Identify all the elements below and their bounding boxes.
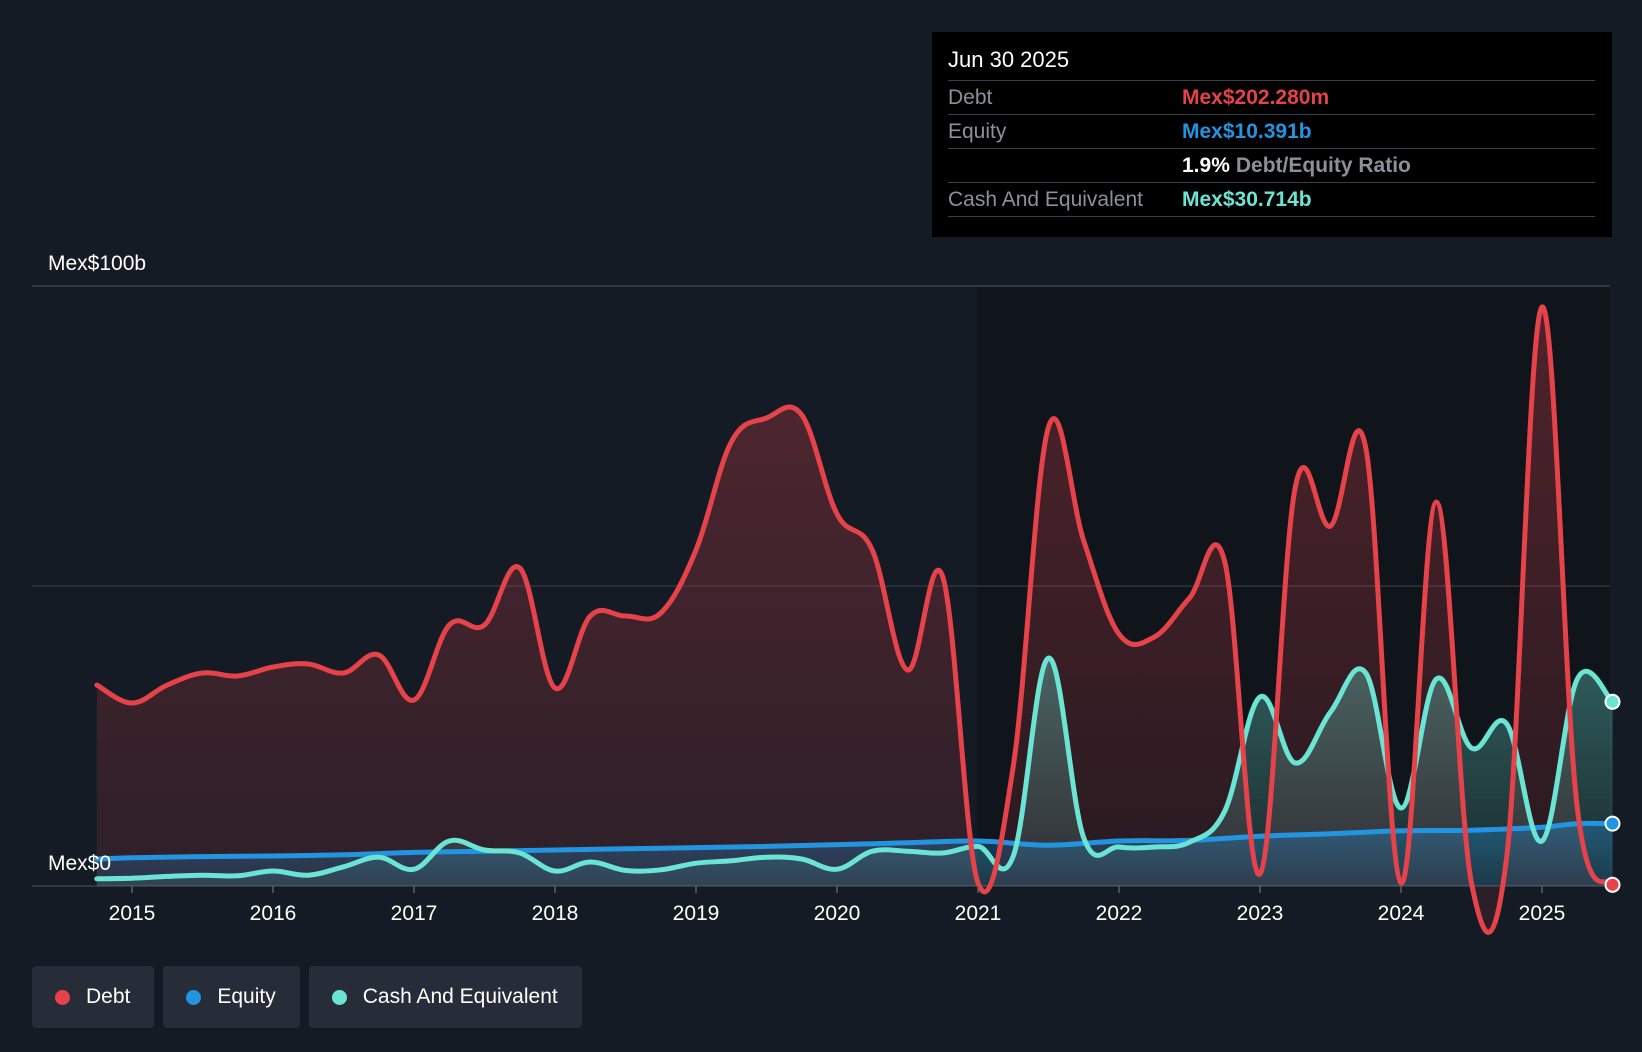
legend-dot-equity [186, 989, 202, 1005]
tooltip-debt-value: Mex$202.280m [1182, 86, 1330, 109]
x-tick-label: 2024 [1378, 902, 1425, 925]
tooltip-debt-label: Debt [948, 86, 993, 109]
legend-label-cash: Cash And Equivalent [362, 985, 558, 1008]
y-axis-top-label: Mex$100b [48, 252, 146, 275]
cash-line [94, 655, 1615, 882]
equity-line [94, 820, 1615, 862]
y-axis-bottom-label: Mex$0 [48, 852, 111, 875]
x-tick-label: 2019 [673, 902, 720, 925]
chart-legend: Debt Equity Cash And Equivalent [32, 966, 591, 1028]
cash-end-marker [1604, 693, 1621, 710]
tooltip-row-equity: Equity Mex$10.391b [948, 115, 1595, 149]
cash-area [96, 657, 1613, 886]
legend-label-equity: Equity [217, 985, 276, 1008]
legend-dot-debt [55, 989, 70, 1005]
tooltip-row-debt: Debt Mex$202.280m [948, 81, 1595, 115]
tooltip-row-cash: Cash And Equivalent Mex$30.714b [948, 183, 1595, 217]
x-tick-label: 2022 [1096, 902, 1143, 925]
tooltip-row-ratio: 1.9% Debt/Equity Ratio [948, 149, 1595, 183]
tooltip-equity-label: Equity [948, 120, 1007, 143]
tooltip-equity-value: Mex$10.391b [1182, 120, 1312, 143]
legend-label-debt: Debt [86, 985, 131, 1008]
x-tick-label: 2015 [109, 902, 156, 925]
tooltip-cash-label: Cash And Equivalent [948, 188, 1143, 211]
tooltip-ratio-label: Debt/Equity Ratio [1235, 154, 1411, 177]
legend-dot-cash [331, 989, 347, 1005]
x-axis: 2015 2016 2017 2018 2019 2020 2021 2022 2023 2024… [109, 886, 1566, 925]
debt-line [94, 304, 1615, 935]
tooltip-cash-value: Mex$30.714b [1182, 188, 1312, 211]
tooltip-ratio-value: 1.9% [1182, 154, 1230, 177]
x-tick-label: 2021 [955, 902, 1002, 925]
x-tick-label: 2020 [814, 902, 861, 925]
tooltip-ratio: 1.9% Debt/Equity Ratio [1182, 149, 1411, 182]
x-tick-label: 2016 [250, 902, 297, 925]
equity-end-marker [1604, 815, 1621, 832]
tooltip-date: Jun 30 2025 [948, 46, 1595, 81]
legend-item-cash[interactable]: Cash And Equivalent [308, 966, 582, 1028]
x-tick-label: 2023 [1237, 902, 1284, 925]
data-tooltip: Jun 30 2025 Debt Mex$202.280m Equity Mex… [932, 32, 1612, 237]
x-tick-label: 2025 [1519, 902, 1566, 925]
x-tick-label: 2017 [391, 902, 438, 925]
legend-item-equity[interactable]: Equity [163, 966, 300, 1028]
debt-end-marker [1604, 876, 1621, 893]
x-tick-label: 2018 [532, 902, 579, 925]
legend-item-debt[interactable]: Debt [32, 966, 155, 1028]
